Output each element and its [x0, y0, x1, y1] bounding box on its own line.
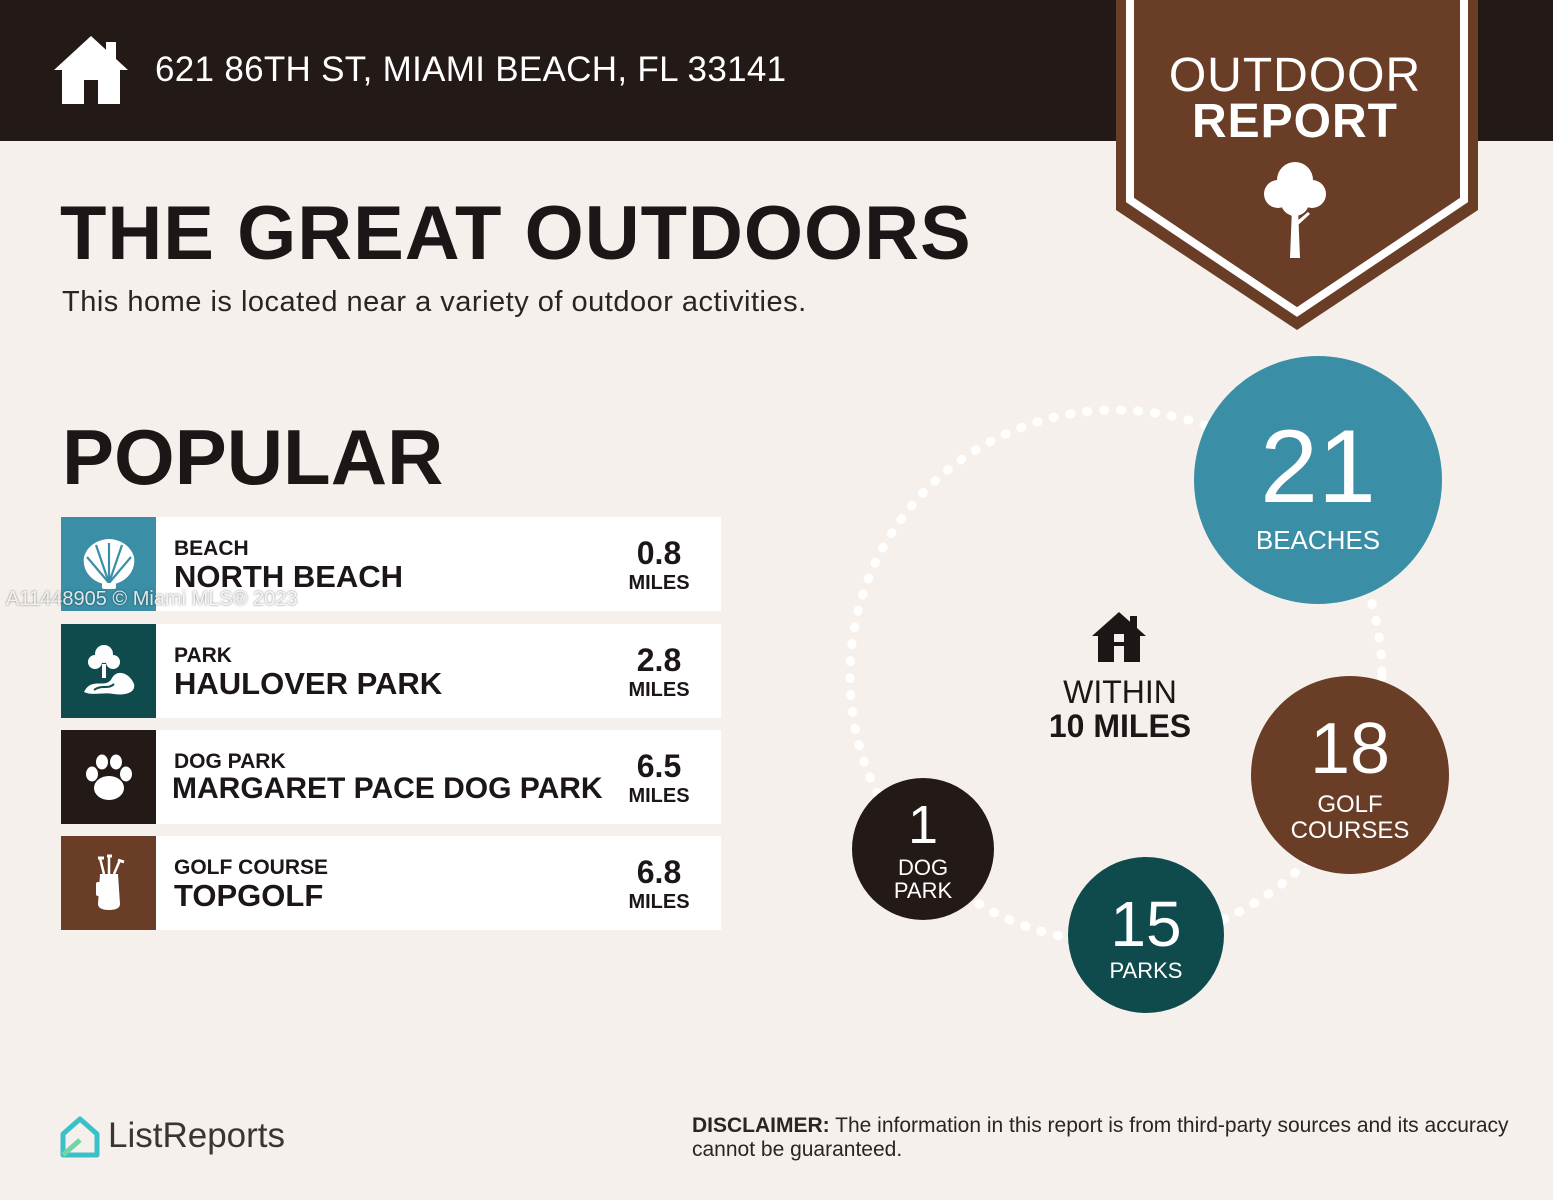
within-distance: 10 MILES — [1048, 708, 1192, 744]
disclaimer: DISCLAIMER: The information in this repo… — [692, 1114, 1512, 1162]
home-icon — [54, 36, 128, 104]
badge-title-line1: OUTDOOR — [1168, 49, 1422, 102]
page-title: THE GREAT OUTDOORS — [60, 191, 972, 276]
item-category: PARK — [174, 644, 232, 667]
park-icon-tile — [61, 624, 156, 718]
item-category: BEACH — [174, 537, 249, 560]
item-distance-unit: MILES — [628, 891, 690, 913]
item-distance: 0.8 — [636, 535, 682, 571]
disclaimer-label: DISCLAIMER: — [692, 1114, 830, 1137]
list-item[interactable]: BEACH NORTH BEACH 0.8 MILES — [61, 517, 721, 611]
beaches-count-circle: 21 BEACHES — [1194, 356, 1442, 604]
list-item[interactable]: GOLF COURSE TOPGOLF 6.8 MILES — [61, 836, 721, 930]
home-icon — [1092, 612, 1146, 662]
golf-count: 18 — [1309, 709, 1391, 789]
item-category: DOG PARK — [174, 750, 286, 773]
park-icon — [83, 645, 134, 695]
golf-bag-icon — [95, 854, 124, 910]
golf-label-line1: GOLF — [1317, 791, 1383, 818]
page-subtitle: This home is located near a variety of o… — [62, 286, 807, 318]
golf-icon-tile — [61, 836, 156, 930]
parks-count-circle: 15 PARKS — [1068, 857, 1224, 1013]
beach-icon-tile — [61, 517, 156, 611]
listreports-logo-icon — [60, 1116, 100, 1158]
tree-icon — [1264, 162, 1326, 258]
dog-park-count-circle: 1 DOG PARK — [852, 778, 994, 920]
item-distance: 6.8 — [636, 854, 682, 890]
item-distance-unit: MILES — [628, 785, 690, 807]
listreports-logo-text: ListReports — [108, 1116, 286, 1155]
dog-park-icon-tile — [61, 730, 156, 824]
paw-icon — [85, 754, 132, 800]
beaches-label: BEACHES — [1255, 525, 1381, 555]
parks-label: PARKS — [1109, 958, 1183, 983]
item-name: MARGARET PACE DOG PARK — [172, 772, 603, 805]
item-distance: 6.5 — [636, 748, 682, 784]
list-item[interactable]: DOG PARK MARGARET PACE DOG PARK 6.5 MILE… — [61, 730, 721, 824]
item-distance-unit: MILES — [628, 572, 690, 594]
property-address: 621 86TH ST, MIAMI BEACH, FL 33141 — [155, 50, 787, 89]
dog-park-count: 1 — [907, 795, 939, 855]
disclaimer-text: The information in this report is from t… — [692, 1114, 1509, 1162]
dog-park-label-line1: DOG — [897, 855, 949, 880]
popular-heading: POPULAR — [62, 413, 444, 501]
badge-title-line2: REPORT — [1191, 95, 1398, 148]
item-distance: 2.8 — [636, 642, 682, 678]
golf-label-line2: COURSES — [1290, 817, 1410, 844]
parks-count: 15 — [1110, 888, 1182, 960]
dotted-ring — [845, 405, 1387, 947]
item-category: GOLF COURSE — [174, 856, 329, 879]
item-distance-unit: MILES — [628, 679, 690, 701]
golf-count-circle: 18 GOLF COURSES — [1251, 676, 1449, 874]
watermark: A11448905 © Miami MLS® 2023 — [6, 588, 298, 610]
list-item[interactable]: PARK HAULOVER PARK 2.8 MILES — [61, 624, 721, 718]
within-label: WITHIN — [1063, 674, 1177, 710]
beaches-count: 21 — [1260, 409, 1376, 525]
item-name: TOPGOLF — [174, 878, 324, 913]
item-name: NORTH BEACH — [174, 559, 404, 594]
dog-park-label-line2: PARK — [893, 878, 953, 903]
item-name: HAULOVER PARK — [174, 666, 443, 701]
shell-icon — [83, 539, 134, 589]
